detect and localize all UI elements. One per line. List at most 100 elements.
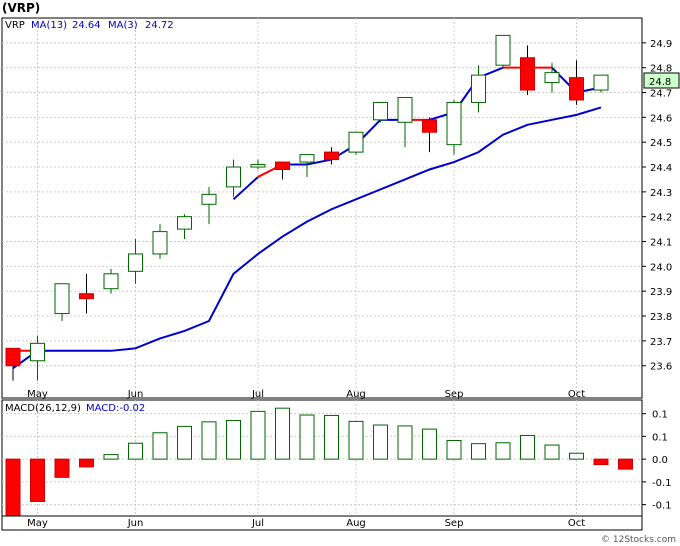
legend-ma13-label: MA(13): [31, 20, 67, 31]
candle-up: [544, 72, 560, 84]
candle-down: [422, 119, 437, 133]
legend-ma3-label: MA(3): [108, 20, 138, 31]
price-y-tick-label: 24.1: [650, 238, 672, 249]
price-y-tick-label: 24.8: [650, 64, 672, 75]
macd-bar-positive: [226, 419, 241, 460]
legend-ma3-value: 24.72: [145, 20, 174, 31]
candle-up: [30, 342, 45, 362]
macd-y-tick-label: 0.0: [652, 455, 668, 466]
price-x-gridlines: [37, 18, 577, 398]
candle-down: [275, 161, 290, 171]
candle-up: [201, 193, 217, 205]
candle-up: [471, 74, 486, 103]
candle-up: [397, 96, 413, 123]
price-y-tick-label: 24.2: [650, 213, 672, 224]
macd-bar-positive: [201, 421, 217, 460]
macd-bar-negative: [54, 458, 70, 478]
watermark: © 12Stocks.com: [601, 535, 676, 545]
macd-bar-negative: [79, 458, 94, 468]
ma3-segment: [232, 176, 259, 201]
macd-bar-positive: [324, 414, 339, 460]
price-y-tick-label: 23.6: [650, 362, 672, 373]
price-y-tick-label: 23.9: [650, 287, 672, 298]
x-tick-label: Jul: [251, 389, 264, 400]
price-y-tick-label: 24.0: [650, 262, 672, 273]
macd-bar-positive: [348, 420, 364, 460]
candle-down: [520, 57, 535, 91]
macd-y-tick-label: -0.1: [652, 501, 672, 512]
macd-y-ticks: 0.1 0.1 0.0 -0.1 -0.1: [642, 410, 672, 512]
macd-bar-positive: [495, 442, 511, 460]
x-tick-label: Sep: [445, 389, 464, 400]
candle-down: [79, 293, 94, 300]
candle-up: [177, 216, 192, 230]
macd-bar-negative: [593, 458, 609, 466]
price-y-tick-label: 24.5: [650, 138, 672, 149]
candle-up: [152, 231, 168, 255]
x-tick-label: Oct: [568, 518, 585, 529]
macd-bar-positive: [569, 452, 584, 460]
candle-up: [226, 166, 241, 188]
bottom-x-ticks: May Jun Jul Aug Sep Oct: [27, 518, 585, 529]
x-tick-label: Jun: [127, 518, 144, 529]
legend-ma13-value: 24.64: [72, 20, 101, 31]
candlesticks: [5, 34, 609, 381]
macd-bar-positive: [397, 425, 413, 460]
x-tick-label: May: [27, 518, 48, 529]
candle-up: [593, 74, 609, 91]
candle-down: [5, 347, 21, 367]
price-y-tick-label: 24.6: [650, 113, 672, 124]
candle-up: [103, 273, 119, 290]
x-tick-label: May: [27, 389, 48, 400]
macd-y-tick-label: 0.1: [652, 432, 668, 443]
candle-up: [373, 101, 388, 121]
candle-down: [324, 151, 339, 161]
macd-bar-positive: [128, 442, 143, 460]
x-tick-label: Oct: [568, 389, 585, 400]
macd-bar-positive: [471, 443, 486, 460]
macd-bar-negative: [618, 458, 633, 470]
x-tick-label: Jun: [127, 389, 144, 400]
last-price-label: 24.8: [649, 77, 671, 88]
price-x-ticks: May Jun Jul Aug Sep Oct: [27, 389, 585, 400]
candle-up: [128, 253, 143, 272]
macd-value-label: MACD:-0.02: [86, 403, 145, 414]
macd-bar-positive: [446, 439, 462, 460]
macd-y-tick-label: -0.1: [652, 478, 672, 489]
price-y-tick-label: 24.7: [650, 89, 672, 100]
x-tick-label: Sep: [445, 518, 464, 529]
macd-label: MACD(26,12,9): [5, 403, 81, 414]
macd-bar-positive: [250, 410, 266, 460]
last-price-box: [643, 72, 680, 89]
macd-bars: [5, 407, 633, 519]
candle-down: [569, 77, 584, 101]
ma3-segment: [306, 158, 332, 166]
price-y-tick-label: 23.8: [650, 312, 672, 323]
x-tick-label: Aug: [346, 389, 366, 400]
bottom-axis-strip: [1, 515, 643, 531]
candle-up: [446, 101, 462, 146]
candle-up: [54, 283, 70, 315]
price-y-tick-label: 24.4: [650, 163, 672, 174]
macd-bar-positive: [422, 428, 437, 460]
chart-title: (VRP): [2, 1, 40, 15]
candle-up: [495, 34, 511, 66]
macd-bar-positive: [152, 432, 168, 460]
macd-bar-positive: [275, 407, 290, 460]
legend-ticker: VRP: [5, 20, 25, 31]
macd-bar-positive: [177, 425, 192, 460]
macd-bar-positive: [299, 414, 315, 460]
price-y-tick-label: 24.9: [650, 39, 672, 50]
price-y-ticks: 23.6 23.7 23.8 23.9 24.0 24.1 24.2 24.3 24.4 24.5…: [642, 39, 672, 373]
macd-bar-positive: [103, 454, 119, 460]
macd-bar-negative: [30, 458, 45, 502]
macd-bar-positive: [544, 444, 560, 460]
macd-bar-positive: [373, 424, 388, 460]
x-tick-label: Aug: [346, 518, 366, 529]
macd-bar-negative: [5, 458, 21, 519]
price-y-tick-label: 24.3: [650, 188, 672, 199]
candle-up: [250, 164, 266, 168]
candle-up: [348, 131, 364, 153]
macd-bar-positive: [520, 434, 535, 460]
